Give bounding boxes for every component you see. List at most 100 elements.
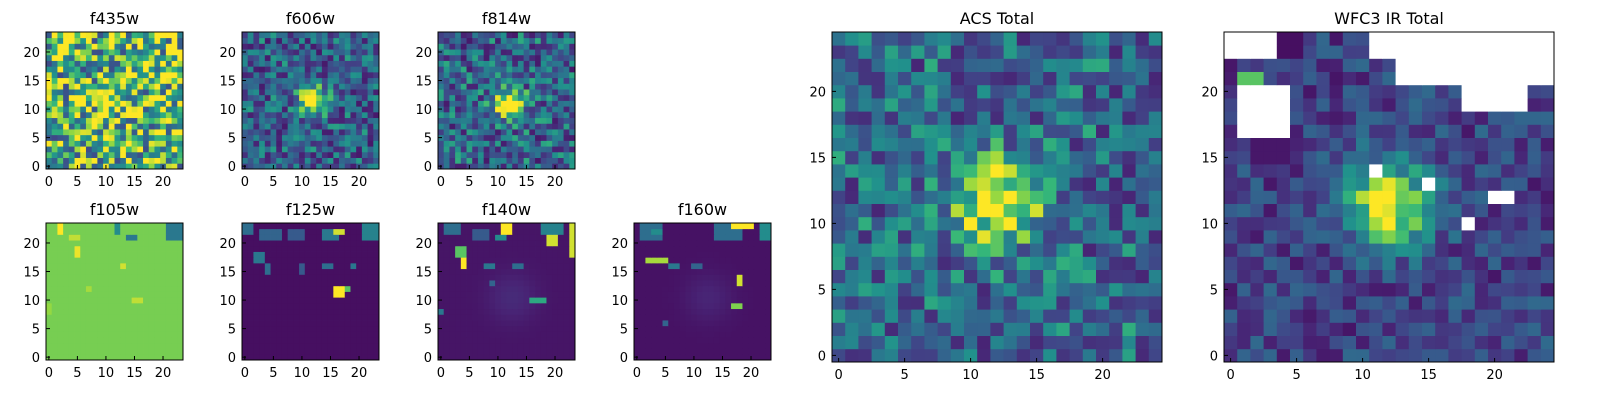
heatmap-cell <box>293 223 300 230</box>
heatmap-cell <box>148 297 155 304</box>
heatmap-cell <box>696 348 703 355</box>
heatmap-cell <box>1109 32 1123 46</box>
heatmap-cell <box>293 111 300 119</box>
heatmap-cell <box>293 140 300 147</box>
heatmap-cell <box>477 240 485 247</box>
heatmap-cell <box>293 134 300 141</box>
heatmap-cell <box>540 234 547 241</box>
heatmap-cell <box>108 77 115 84</box>
heatmap-cell <box>293 308 300 315</box>
heatmap-cell <box>736 228 743 235</box>
heatmap-cell <box>350 223 357 230</box>
heatmap-cell <box>656 314 663 321</box>
heatmap-cell <box>719 302 726 310</box>
axes-frame <box>45 31 184 170</box>
heatmap-cell <box>449 49 456 56</box>
heatmap-cell <box>523 83 530 90</box>
heatmap-cell <box>552 32 559 39</box>
heatmap-cell <box>455 60 462 67</box>
heatmap-cell <box>97 285 104 292</box>
heatmap-cell <box>517 331 525 338</box>
heatmap-cell <box>500 94 507 101</box>
heatmap-cell <box>350 94 357 101</box>
heatmap-cell <box>46 291 53 298</box>
heatmap-cell <box>171 297 178 304</box>
heatmap-cell <box>293 32 300 39</box>
heatmap-cell <box>68 117 75 124</box>
heatmap-cell <box>673 234 681 241</box>
heatmap-cell <box>316 43 323 50</box>
heatmap-cell <box>281 54 289 61</box>
heatmap-cell <box>247 223 254 230</box>
heatmap-cell <box>736 325 743 332</box>
heatmap-cell <box>310 308 317 315</box>
heatmap-cell <box>91 262 98 270</box>
heatmap-cell <box>57 325 64 332</box>
heatmap-cell <box>120 223 127 230</box>
heatmap-cell <box>1003 296 1018 310</box>
heatmap-cell <box>871 84 886 99</box>
heatmap-cell <box>1135 335 1150 350</box>
heatmap-cell <box>356 285 363 292</box>
heatmap-cell <box>708 314 715 321</box>
heatmap-cell <box>85 297 93 304</box>
heatmap-cell <box>1135 269 1150 284</box>
heatmap-cell <box>964 335 978 350</box>
heatmap-cell <box>455 111 462 119</box>
heatmap-cell <box>871 203 886 218</box>
heatmap-cell <box>259 308 266 315</box>
heatmap-cell <box>299 146 306 153</box>
heatmap-cell <box>489 274 496 281</box>
heatmap-cell <box>483 342 490 349</box>
heatmap-cell <box>321 37 329 44</box>
heatmap-cell <box>51 60 58 67</box>
heatmap-cell <box>356 77 363 84</box>
heatmap-cell <box>1069 282 1084 297</box>
heatmap-cell <box>171 223 178 230</box>
heatmap-cell <box>293 320 300 327</box>
heatmap-cell <box>333 129 340 136</box>
heatmap-cell <box>125 163 133 170</box>
heatmap-cell <box>51 297 58 304</box>
heatmap-cell <box>937 216 952 231</box>
heatmap-cell <box>557 337 564 344</box>
heatmap-cell <box>472 262 479 270</box>
heatmap-cell <box>333 291 340 298</box>
heatmap-cell <box>171 83 178 90</box>
heatmap-cell <box>131 342 138 349</box>
heatmap-cell <box>517 274 525 281</box>
heatmap-cell <box>552 325 559 332</box>
heatmap-cell <box>884 98 899 112</box>
heatmap-cell <box>500 234 507 241</box>
heatmap-cell <box>316 83 323 90</box>
heatmap-cell <box>114 285 121 292</box>
heatmap-cell <box>253 251 260 258</box>
heatmap-cell <box>91 49 98 56</box>
heatmap-cell <box>977 164 991 178</box>
heatmap-cell <box>512 314 519 321</box>
heatmap-cell <box>350 245 357 252</box>
heatmap-cell <box>91 146 98 153</box>
heatmap-cell <box>304 71 311 79</box>
heatmap-cell <box>832 150 846 165</box>
heatmap-cell <box>114 240 121 247</box>
heatmap-cell <box>63 37 70 44</box>
heatmap-cell <box>1109 71 1123 86</box>
heatmap-cell <box>1003 177 1018 191</box>
heatmap-cell <box>373 163 380 170</box>
heatmap-cell <box>373 331 380 338</box>
heatmap-cell <box>1488 322 1502 336</box>
heatmap-cell <box>540 285 547 292</box>
heatmap-cell <box>125 280 133 287</box>
heatmap-cell <box>373 71 380 79</box>
heatmap-cell <box>540 228 547 235</box>
heatmap-cell <box>316 163 323 170</box>
heatmap-cell <box>1003 98 1018 112</box>
heatmap-cell <box>304 37 311 44</box>
heatmap-cell <box>46 37 53 44</box>
heatmap-cell <box>466 83 473 90</box>
heatmap-cell <box>165 342 172 349</box>
heatmap-cell <box>51 163 58 170</box>
heatmap-cell <box>148 54 155 61</box>
heatmap-cell <box>1122 216 1136 231</box>
